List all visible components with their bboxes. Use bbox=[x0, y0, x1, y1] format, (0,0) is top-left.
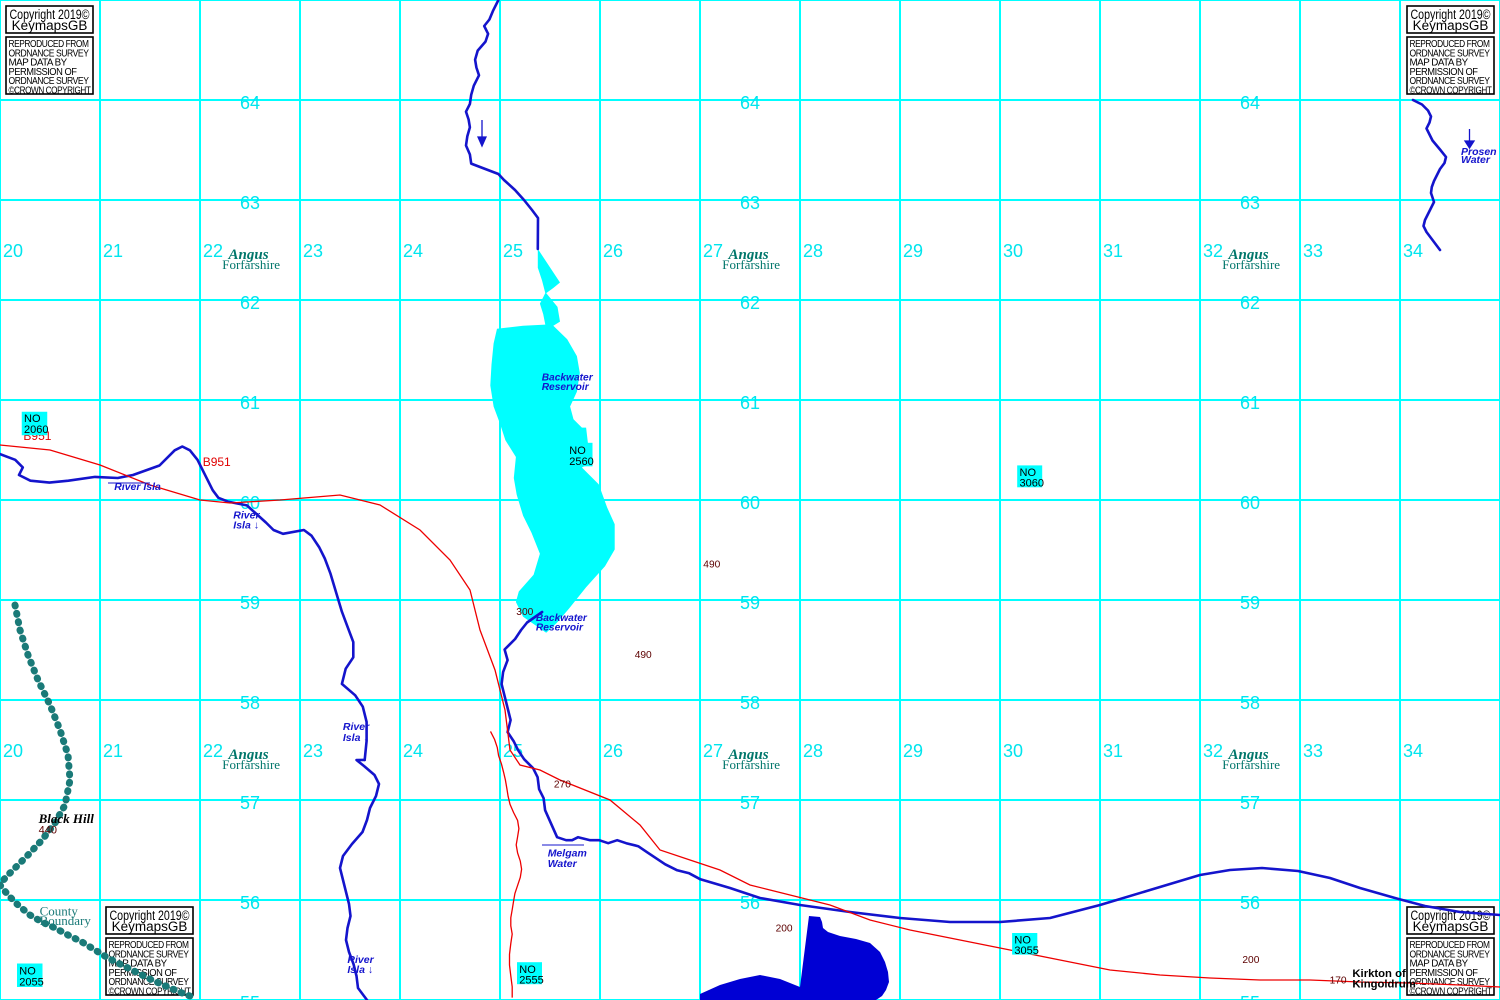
svg-text:Water: Water bbox=[1461, 154, 1491, 166]
svg-text:60: 60 bbox=[740, 493, 760, 513]
svg-text:60: 60 bbox=[1240, 493, 1260, 513]
svg-text:58: 58 bbox=[240, 693, 260, 713]
svg-text:490: 490 bbox=[703, 559, 720, 570]
svg-text:24: 24 bbox=[403, 741, 423, 761]
svg-text:29: 29 bbox=[903, 241, 923, 261]
svg-text:200: 200 bbox=[776, 924, 793, 935]
svg-text:3055: 3055 bbox=[1014, 945, 1038, 957]
svg-text:31: 31 bbox=[1103, 741, 1123, 761]
svg-text:64: 64 bbox=[1240, 93, 1260, 113]
svg-text:Water: Water bbox=[548, 858, 578, 870]
svg-text:Kingoldrum: Kingoldrum bbox=[1352, 979, 1415, 991]
svg-text:57: 57 bbox=[740, 793, 760, 813]
svg-text:64: 64 bbox=[740, 93, 760, 113]
svg-text:440: 440 bbox=[39, 824, 57, 836]
svg-text:2555: 2555 bbox=[519, 974, 543, 986]
svg-text:Isla ↓: Isla ↓ bbox=[233, 519, 259, 531]
svg-text:Boundary: Boundary bbox=[40, 913, 92, 928]
svg-text:32: 32 bbox=[1203, 741, 1223, 761]
svg-text:20: 20 bbox=[3, 741, 23, 761]
svg-text:2060: 2060 bbox=[24, 424, 48, 436]
svg-text:3060: 3060 bbox=[1020, 478, 1044, 490]
svg-text:34: 34 bbox=[1403, 741, 1423, 761]
svg-text:63: 63 bbox=[1240, 193, 1260, 213]
svg-text:490: 490 bbox=[635, 650, 652, 661]
svg-text:33: 33 bbox=[1303, 741, 1323, 761]
svg-text:59: 59 bbox=[740, 593, 760, 613]
svg-text:B951: B951 bbox=[203, 455, 231, 469]
svg-text:62: 62 bbox=[240, 293, 260, 313]
svg-text:61: 61 bbox=[240, 393, 260, 413]
svg-text:200: 200 bbox=[1242, 955, 1259, 966]
svg-text:27: 27 bbox=[703, 741, 723, 761]
svg-text:32: 32 bbox=[1203, 241, 1223, 261]
svg-text:270: 270 bbox=[554, 780, 571, 791]
svg-text:Isla ↓: Isla ↓ bbox=[347, 964, 373, 976]
svg-text:33: 33 bbox=[1303, 241, 1323, 261]
svg-text:Isla ↓: Isla ↓ bbox=[343, 732, 369, 744]
svg-text:62: 62 bbox=[1240, 293, 1260, 313]
svg-text:28: 28 bbox=[803, 241, 823, 261]
svg-text:55: 55 bbox=[240, 993, 260, 1000]
svg-text:64: 64 bbox=[240, 93, 260, 113]
svg-text:22: 22 bbox=[203, 241, 223, 261]
svg-text:57: 57 bbox=[1240, 793, 1260, 813]
svg-text:30: 30 bbox=[1003, 741, 1023, 761]
svg-text:58: 58 bbox=[740, 693, 760, 713]
svg-text:28: 28 bbox=[803, 741, 823, 761]
svg-text:22: 22 bbox=[203, 741, 223, 761]
svg-text:300: 300 bbox=[516, 607, 533, 618]
svg-text:61: 61 bbox=[1240, 393, 1260, 413]
svg-text:56: 56 bbox=[1240, 893, 1260, 913]
svg-text:21: 21 bbox=[103, 741, 123, 761]
svg-text:63: 63 bbox=[740, 193, 760, 213]
svg-text:55: 55 bbox=[1240, 993, 1260, 1000]
svg-text:29: 29 bbox=[903, 741, 923, 761]
svg-text:59: 59 bbox=[240, 593, 260, 613]
svg-text:63: 63 bbox=[240, 193, 260, 213]
svg-text:26: 26 bbox=[603, 241, 623, 261]
svg-text:21: 21 bbox=[103, 241, 123, 261]
svg-text:61: 61 bbox=[740, 393, 760, 413]
svg-text:34: 34 bbox=[1403, 241, 1423, 261]
svg-text:27: 27 bbox=[703, 241, 723, 261]
svg-text:30: 30 bbox=[1003, 241, 1023, 261]
svg-text:23: 23 bbox=[303, 241, 323, 261]
svg-text:2560: 2560 bbox=[569, 456, 593, 468]
svg-text:59: 59 bbox=[1240, 593, 1260, 613]
svg-text:24: 24 bbox=[403, 241, 423, 261]
svg-text:58: 58 bbox=[1240, 693, 1260, 713]
svg-text:River: River bbox=[343, 721, 370, 733]
svg-text:56: 56 bbox=[240, 893, 260, 913]
svg-text:31: 31 bbox=[1103, 241, 1123, 261]
svg-text:170: 170 bbox=[1330, 975, 1347, 986]
svg-text:62: 62 bbox=[740, 293, 760, 313]
svg-text:57: 57 bbox=[240, 793, 260, 813]
svg-text:26: 26 bbox=[603, 741, 623, 761]
svg-text:23: 23 bbox=[303, 741, 323, 761]
svg-text:2055: 2055 bbox=[19, 977, 43, 989]
svg-text:25: 25 bbox=[503, 241, 523, 261]
svg-text:20: 20 bbox=[3, 241, 23, 261]
